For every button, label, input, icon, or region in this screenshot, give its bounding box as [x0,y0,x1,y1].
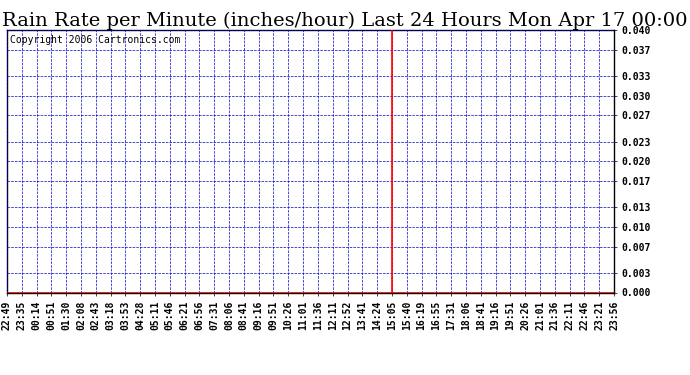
Text: Rain Rate per Minute (inches/hour) Last 24 Hours Mon Apr 17 00:00: Rain Rate per Minute (inches/hour) Last … [2,11,688,30]
Text: Copyright 2006 Cartronics.com: Copyright 2006 Cartronics.com [10,35,180,45]
